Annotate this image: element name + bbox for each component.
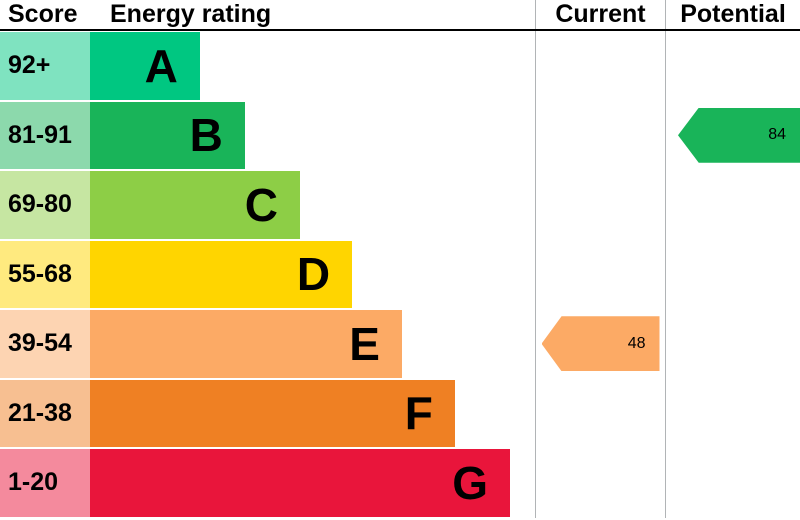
score-range: 1-20 [0, 449, 90, 517]
rating-letter: D [296, 248, 331, 301]
current-cell [535, 31, 665, 101]
potential-cell [665, 170, 800, 240]
current-cell [535, 100, 665, 170]
rating-bar: F [90, 379, 455, 447]
rating-letter: E [349, 317, 380, 370]
score-range: 81-91 [0, 101, 90, 169]
rating-letter: F [404, 387, 433, 440]
score-range: 92+ [0, 32, 90, 100]
current-value: 48 [627, 334, 646, 352]
header-energy-rating: Energy rating [110, 0, 272, 28]
band-row-f: 21-38 F [0, 378, 800, 448]
rating-letter: B [189, 109, 223, 162]
rating-bar: A [90, 32, 200, 100]
header-current: Current [535, 0, 665, 29]
score-range: 21-38 [0, 379, 90, 447]
score-range: 69-80 [0, 171, 90, 239]
current-cell [535, 239, 665, 309]
current-cell [535, 170, 665, 240]
rating-letter: G [452, 456, 489, 509]
potential-cell [665, 31, 800, 101]
header-score: Score [8, 0, 78, 28]
potential-arrow: 84 [678, 107, 800, 163]
band-row-c: 69-80 C [0, 170, 800, 240]
band-row-b: 81-91 B 84 [0, 100, 800, 170]
potential-value: 84 [768, 126, 786, 144]
current-cell [535, 448, 665, 518]
current-cell: 48 [535, 309, 665, 379]
rating-bar: D [90, 240, 353, 308]
rating-bar: B [90, 101, 245, 169]
score-range: 39-54 [0, 310, 90, 378]
header-potential: Potential [665, 0, 800, 29]
potential-cell [665, 309, 800, 379]
rating-letter: A [144, 39, 178, 92]
rating-bar: E [90, 310, 402, 378]
band-row-e: 39-54 E 48 [0, 309, 800, 379]
rating-bar: C [90, 171, 301, 239]
header-row: Score Energy rating Current Potential [0, 0, 800, 31]
band-row-d: 55-68 D [0, 239, 800, 309]
current-cell [535, 378, 665, 448]
potential-cell [665, 378, 800, 448]
potential-cell [665, 239, 800, 309]
band-row-g: 1-20 G [0, 448, 800, 518]
score-range: 55-68 [0, 240, 90, 308]
rating-bar: G [90, 449, 511, 517]
current-arrow: 48 [541, 316, 660, 372]
potential-cell: 84 [665, 100, 800, 170]
potential-cell [665, 448, 800, 518]
band-row-a: 92+ A [0, 31, 800, 101]
rating-letter: C [244, 178, 279, 231]
